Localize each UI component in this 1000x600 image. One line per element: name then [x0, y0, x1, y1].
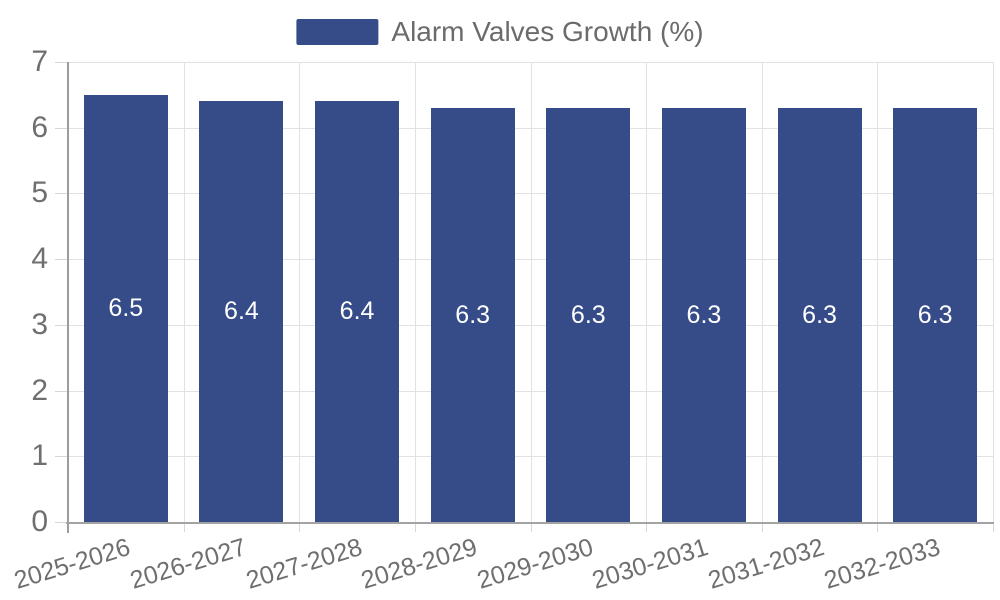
- bar-value-label: 6.4: [224, 297, 259, 326]
- bar[interactable]: 6.3: [893, 108, 978, 522]
- bar-value-label: 6.3: [917, 300, 953, 329]
- bar-value-label: 6.3: [686, 300, 722, 329]
- bar[interactable]: 6.3: [546, 108, 631, 522]
- y-tick: [55, 259, 68, 261]
- v-gridline: [414, 62, 416, 522]
- x-axis-line: [66, 522, 994, 524]
- y-axis-label: 2: [31, 373, 48, 407]
- y-tick: [55, 324, 68, 326]
- v-gridline: [530, 62, 532, 522]
- y-axis-line: [67, 62, 69, 533]
- x-axis-label: 2032-2033: [820, 533, 944, 595]
- y-tick: [55, 456, 68, 458]
- v-gridline: [761, 62, 763, 522]
- legend-label: Alarm Valves Growth (%): [391, 16, 704, 47]
- legend[interactable]: Alarm Valves Growth (%): [296, 16, 704, 48]
- y-tick: [55, 62, 68, 63]
- x-axis-label: 2029-2030: [473, 533, 597, 595]
- bar-value-label: 6.3: [455, 300, 491, 329]
- x-axis-label: 2026-2027: [126, 533, 250, 595]
- bar-value-label: 6.5: [108, 293, 144, 322]
- x-axis-label: 2027-2028: [242, 533, 365, 595]
- y-axis-label: 4: [31, 242, 48, 276]
- bar[interactable]: 6.4: [315, 101, 400, 522]
- x-tick: [761, 522, 763, 532]
- bar[interactable]: 6.5: [83, 94, 168, 522]
- x-axis-label: 2028-2029: [358, 533, 481, 595]
- x-tick: [299, 522, 301, 532]
- x-tick: [530, 522, 532, 532]
- y-tick: [55, 522, 68, 523]
- y-axis-label: 7: [31, 45, 48, 78]
- y-axis-label: 0: [31, 505, 48, 538]
- v-gridline: [299, 62, 301, 522]
- bar-value-label: 6.3: [802, 300, 837, 329]
- y-axis-label: 5: [31, 176, 48, 210]
- bar-value-label: 6.3: [570, 300, 606, 329]
- x-tick: [414, 522, 416, 532]
- x-tick: [646, 522, 648, 532]
- y-tick: [55, 390, 68, 392]
- x-tick: [877, 522, 879, 532]
- bar[interactable]: 6.3: [430, 108, 515, 522]
- y-tick: [55, 127, 68, 129]
- y-axis-label: 1: [31, 439, 48, 473]
- bar-value-label: 6.4: [339, 297, 375, 326]
- x-axis-label: 2025-2026: [11, 533, 134, 595]
- bar[interactable]: 6.4: [199, 101, 284, 522]
- x-tick: [183, 522, 185, 532]
- bar[interactable]: 6.3: [777, 108, 862, 522]
- x-axis-label: 2030-2031: [589, 533, 712, 595]
- v-gridline: [993, 62, 994, 522]
- v-gridline: [877, 62, 879, 522]
- y-tick: [55, 193, 68, 195]
- v-gridline: [183, 62, 185, 522]
- y-axis-label: 6: [31, 110, 48, 144]
- y-axis-label: 3: [31, 307, 48, 341]
- bar[interactable]: 6.3: [661, 108, 746, 522]
- x-tick: [993, 522, 994, 532]
- x-axis-label: 2031-2032: [704, 533, 828, 595]
- v-gridline: [646, 62, 648, 522]
- legend-swatch-icon: [296, 19, 379, 45]
